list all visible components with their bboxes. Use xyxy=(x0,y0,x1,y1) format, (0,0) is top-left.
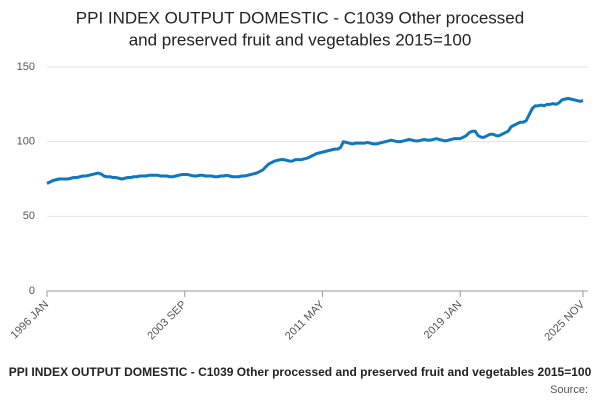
data-line xyxy=(46,96,584,185)
x-tick-label: 2019 JAN xyxy=(422,299,465,342)
source: Source: xyxy=(550,384,588,396)
y-tick-label: 150 xyxy=(17,61,35,73)
x-tick-label: 2003 SEP xyxy=(145,299,189,343)
y-tick-label: 0 xyxy=(29,285,35,297)
x-tick-label: 2025 NOV xyxy=(542,298,587,343)
chart-title: PPI INDEX OUTPUT DOMESTIC - C1039 Other … xyxy=(76,8,524,27)
y-tick-label: 50 xyxy=(23,210,35,222)
chart-title: and preserved fruit and vegetables 2015=… xyxy=(129,30,472,49)
y-tick-label: 100 xyxy=(17,136,35,148)
footer-title: PPI INDEX OUTPUT DOMESTIC - C1039 Other … xyxy=(9,365,592,379)
x-tick-label: 1996 JAN xyxy=(9,299,52,342)
x-tick-label: 2011 MAY xyxy=(283,298,327,342)
